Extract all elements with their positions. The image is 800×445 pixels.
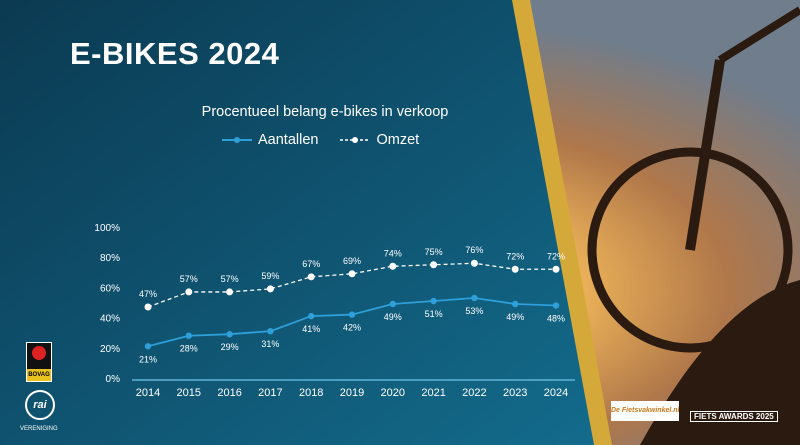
data-label: 76% (465, 245, 483, 255)
y-tick-label: 0% (106, 374, 121, 385)
data-point (552, 302, 560, 309)
legend-label: Aantallen (258, 132, 319, 148)
data-point (471, 294, 478, 302)
legend-label: Omzet (376, 132, 420, 148)
bike-silhouette (587, 6, 800, 445)
legend-item-omzet[interactable]: Omzet (340, 132, 419, 148)
x-tick-label: 2017 (258, 387, 282, 399)
data-label: 74% (384, 248, 402, 258)
data-label: 53% (465, 306, 483, 316)
chart-panel (0, 0, 594, 445)
chart-title: Procentueel belang e-bikes in verkoop (201, 104, 449, 120)
data-point (144, 343, 152, 350)
bovag-logo: BOVAG (26, 342, 52, 382)
data-point (185, 332, 192, 339)
data-point (511, 265, 519, 273)
data-label: 28% (180, 344, 198, 354)
x-tick-label: 2014 (136, 387, 160, 399)
x-tick-label: 2021 (421, 387, 445, 399)
data-label: 67% (302, 259, 320, 269)
data-label: 48% (547, 314, 565, 324)
x-tick-label: 2016 (217, 387, 241, 399)
x-tick-label: 2020 (381, 387, 405, 399)
data-label: 29% (221, 342, 239, 352)
y-tick-label: 100% (94, 223, 120, 234)
data-point (307, 273, 315, 281)
data-point (552, 265, 560, 273)
data-point (389, 262, 397, 270)
fiets-awards-logo: FIETS AWARDS 2025 (690, 411, 778, 422)
data-label: 75% (425, 247, 443, 257)
data-point (308, 312, 315, 320)
data-label: 31% (261, 339, 279, 349)
y-tick-label: 20% (100, 344, 120, 355)
data-label: 57% (180, 274, 198, 284)
data-point (348, 311, 356, 318)
data-label: 49% (384, 312, 402, 322)
data-label: 47% (139, 289, 157, 299)
rai-logo: rai (25, 390, 55, 420)
x-tick-label: 2015 (177, 387, 201, 399)
data-point (144, 303, 152, 311)
data-label: 72% (506, 251, 524, 261)
legend-marker-aantallen (222, 137, 252, 143)
data-point (266, 285, 274, 293)
chart-legend: Aantallen Omzet (222, 132, 419, 148)
x-tick-label: 2019 (340, 387, 364, 399)
x-tick-label: 2023 (503, 387, 527, 399)
data-point (430, 297, 437, 305)
x-tick-label: 2018 (299, 387, 323, 399)
data-point (470, 259, 478, 267)
y-tick-label: 40% (100, 314, 120, 325)
x-tick-label: 2024 (544, 387, 568, 399)
x-tick-label: 2022 (462, 387, 486, 399)
data-label: 69% (343, 256, 361, 266)
data-point (226, 288, 234, 296)
data-label: 42% (343, 323, 361, 333)
data-point (389, 300, 396, 308)
data-label: 72% (547, 251, 565, 261)
data-point (348, 270, 356, 278)
data-label: 41% (302, 324, 320, 334)
data-label: 49% (506, 312, 524, 322)
fietsvakwinkel-logo: De Fietsvakwinkel.nl (611, 401, 679, 421)
data-point (430, 261, 438, 269)
data-point (226, 331, 233, 338)
data-label: 57% (221, 274, 239, 284)
page-title: E-BIKES 2024 (70, 36, 280, 71)
data-label: 59% (261, 271, 279, 281)
data-point (185, 288, 193, 296)
data-point (512, 300, 519, 308)
data-point (267, 327, 274, 335)
data-label: 51% (425, 309, 443, 319)
legend-marker-omzet (340, 137, 371, 143)
y-tick-label: 60% (100, 283, 120, 294)
series-line-omzet (147, 262, 556, 308)
rai-sub: VERENIGING (20, 426, 58, 432)
legend-item-aantallen[interactable]: Aantallen (222, 132, 318, 148)
data-label: 21% (139, 354, 157, 364)
y-tick-label: 80% (100, 253, 120, 264)
